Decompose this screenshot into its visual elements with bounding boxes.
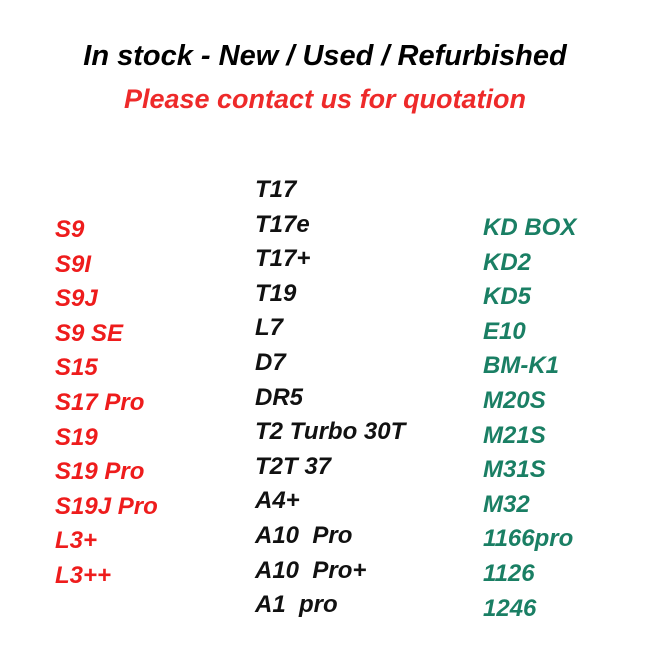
page-subtitle: Please contact us for quotation — [123, 84, 527, 114]
product-item: M31S — [483, 456, 546, 484]
product-item: 1126 — [483, 559, 535, 587]
product-item: S17 Pro — [55, 388, 145, 416]
product-item: D7 — [255, 348, 286, 376]
product-item: L3+ — [55, 527, 98, 555]
product-item: L3++ — [55, 561, 112, 589]
product-item: T17 — [255, 176, 297, 203]
product-item: A10 Pro+ — [255, 556, 367, 584]
product-item: M32 — [483, 490, 530, 518]
product-item: KD BOX — [483, 214, 577, 241]
product-item: E10 — [483, 317, 526, 345]
product-item: DR5 — [255, 383, 304, 411]
product-item: A1 pro — [255, 591, 338, 619]
product-item: M20S — [483, 386, 546, 414]
product-item: S9I — [55, 250, 92, 278]
product-item: S9 SE — [55, 319, 124, 347]
product-item: T19 — [255, 279, 297, 307]
product-item: L7 — [255, 314, 284, 342]
product-item: T2 Turbo 30T — [255, 418, 406, 446]
product-item: 1166pro — [483, 525, 574, 553]
product-item: S19 Pro — [55, 458, 145, 486]
product-item: A4+ — [255, 487, 300, 515]
product-item: S9 — [55, 216, 85, 243]
product-item: 1246 — [483, 594, 537, 622]
page-title: In stock - New / Used / Refurbished — [83, 40, 567, 72]
left-product-list: S9 S9I S9J S9 SE S15 S17 Pro S19 S19 Pro S19J Pr… — [55, 213, 158, 594]
product-item: S19J Pro — [55, 492, 158, 520]
product-item: S15 — [55, 354, 98, 382]
middle-product-list: T17 T17e T17+ T19 L7 D7 DR5 T2 Turbo 30T T2T 37 A… — [255, 173, 405, 623]
right-product-list: KD BOX KD2 KD5 E10 BM-K1 M20S M21S M31S M32 1166p… — [483, 211, 576, 626]
product-item: S19 — [55, 423, 98, 451]
product-item: T17+ — [255, 245, 311, 273]
product-item: KD2 — [483, 248, 532, 276]
product-item: KD5 — [483, 283, 532, 311]
product-item: T2T 37 — [255, 452, 332, 480]
product-item: BM-K1 — [483, 352, 559, 380]
product-item: M21S — [483, 421, 546, 449]
product-item: T17e — [255, 210, 310, 238]
product-item: A10 Pro — [255, 521, 353, 549]
product-item: S9J — [55, 285, 98, 313]
